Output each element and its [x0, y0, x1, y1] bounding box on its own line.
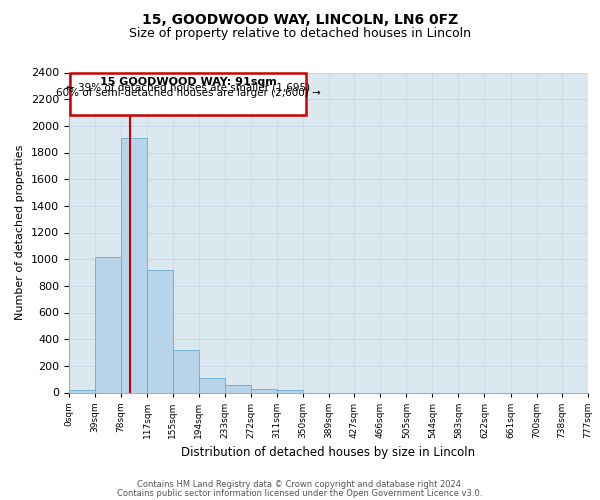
X-axis label: Distribution of detached houses by size in Lincoln: Distribution of detached houses by size … [181, 446, 476, 459]
Text: ← 39% of detached houses are smaller (1,695): ← 39% of detached houses are smaller (1,… [66, 82, 310, 92]
Bar [199, 378, 224, 392]
Text: 60% of semi-detached houses are larger (2,600) →: 60% of semi-detached houses are larger (… [56, 88, 320, 98]
Text: Size of property relative to detached houses in Lincoln: Size of property relative to detached ho… [129, 28, 471, 40]
Text: 15 GOODWOOD WAY: 91sqm: 15 GOODWOOD WAY: 91sqm [100, 77, 276, 87]
Bar [173, 350, 199, 393]
FancyBboxPatch shape [70, 73, 306, 114]
Bar [95, 256, 121, 392]
Text: 15, GOODWOOD WAY, LINCOLN, LN6 0FZ: 15, GOODWOOD WAY, LINCOLN, LN6 0FZ [142, 12, 458, 26]
Text: Contains public sector information licensed under the Open Government Licence v3: Contains public sector information licen… [118, 489, 482, 498]
Bar [224, 385, 251, 392]
Bar [147, 270, 173, 392]
Bar [277, 390, 303, 392]
Text: Contains HM Land Registry data © Crown copyright and database right 2024.: Contains HM Land Registry data © Crown c… [137, 480, 463, 489]
Bar [69, 390, 95, 392]
Bar [121, 138, 147, 392]
Y-axis label: Number of detached properties: Number of detached properties [16, 145, 25, 320]
Bar [251, 389, 277, 392]
